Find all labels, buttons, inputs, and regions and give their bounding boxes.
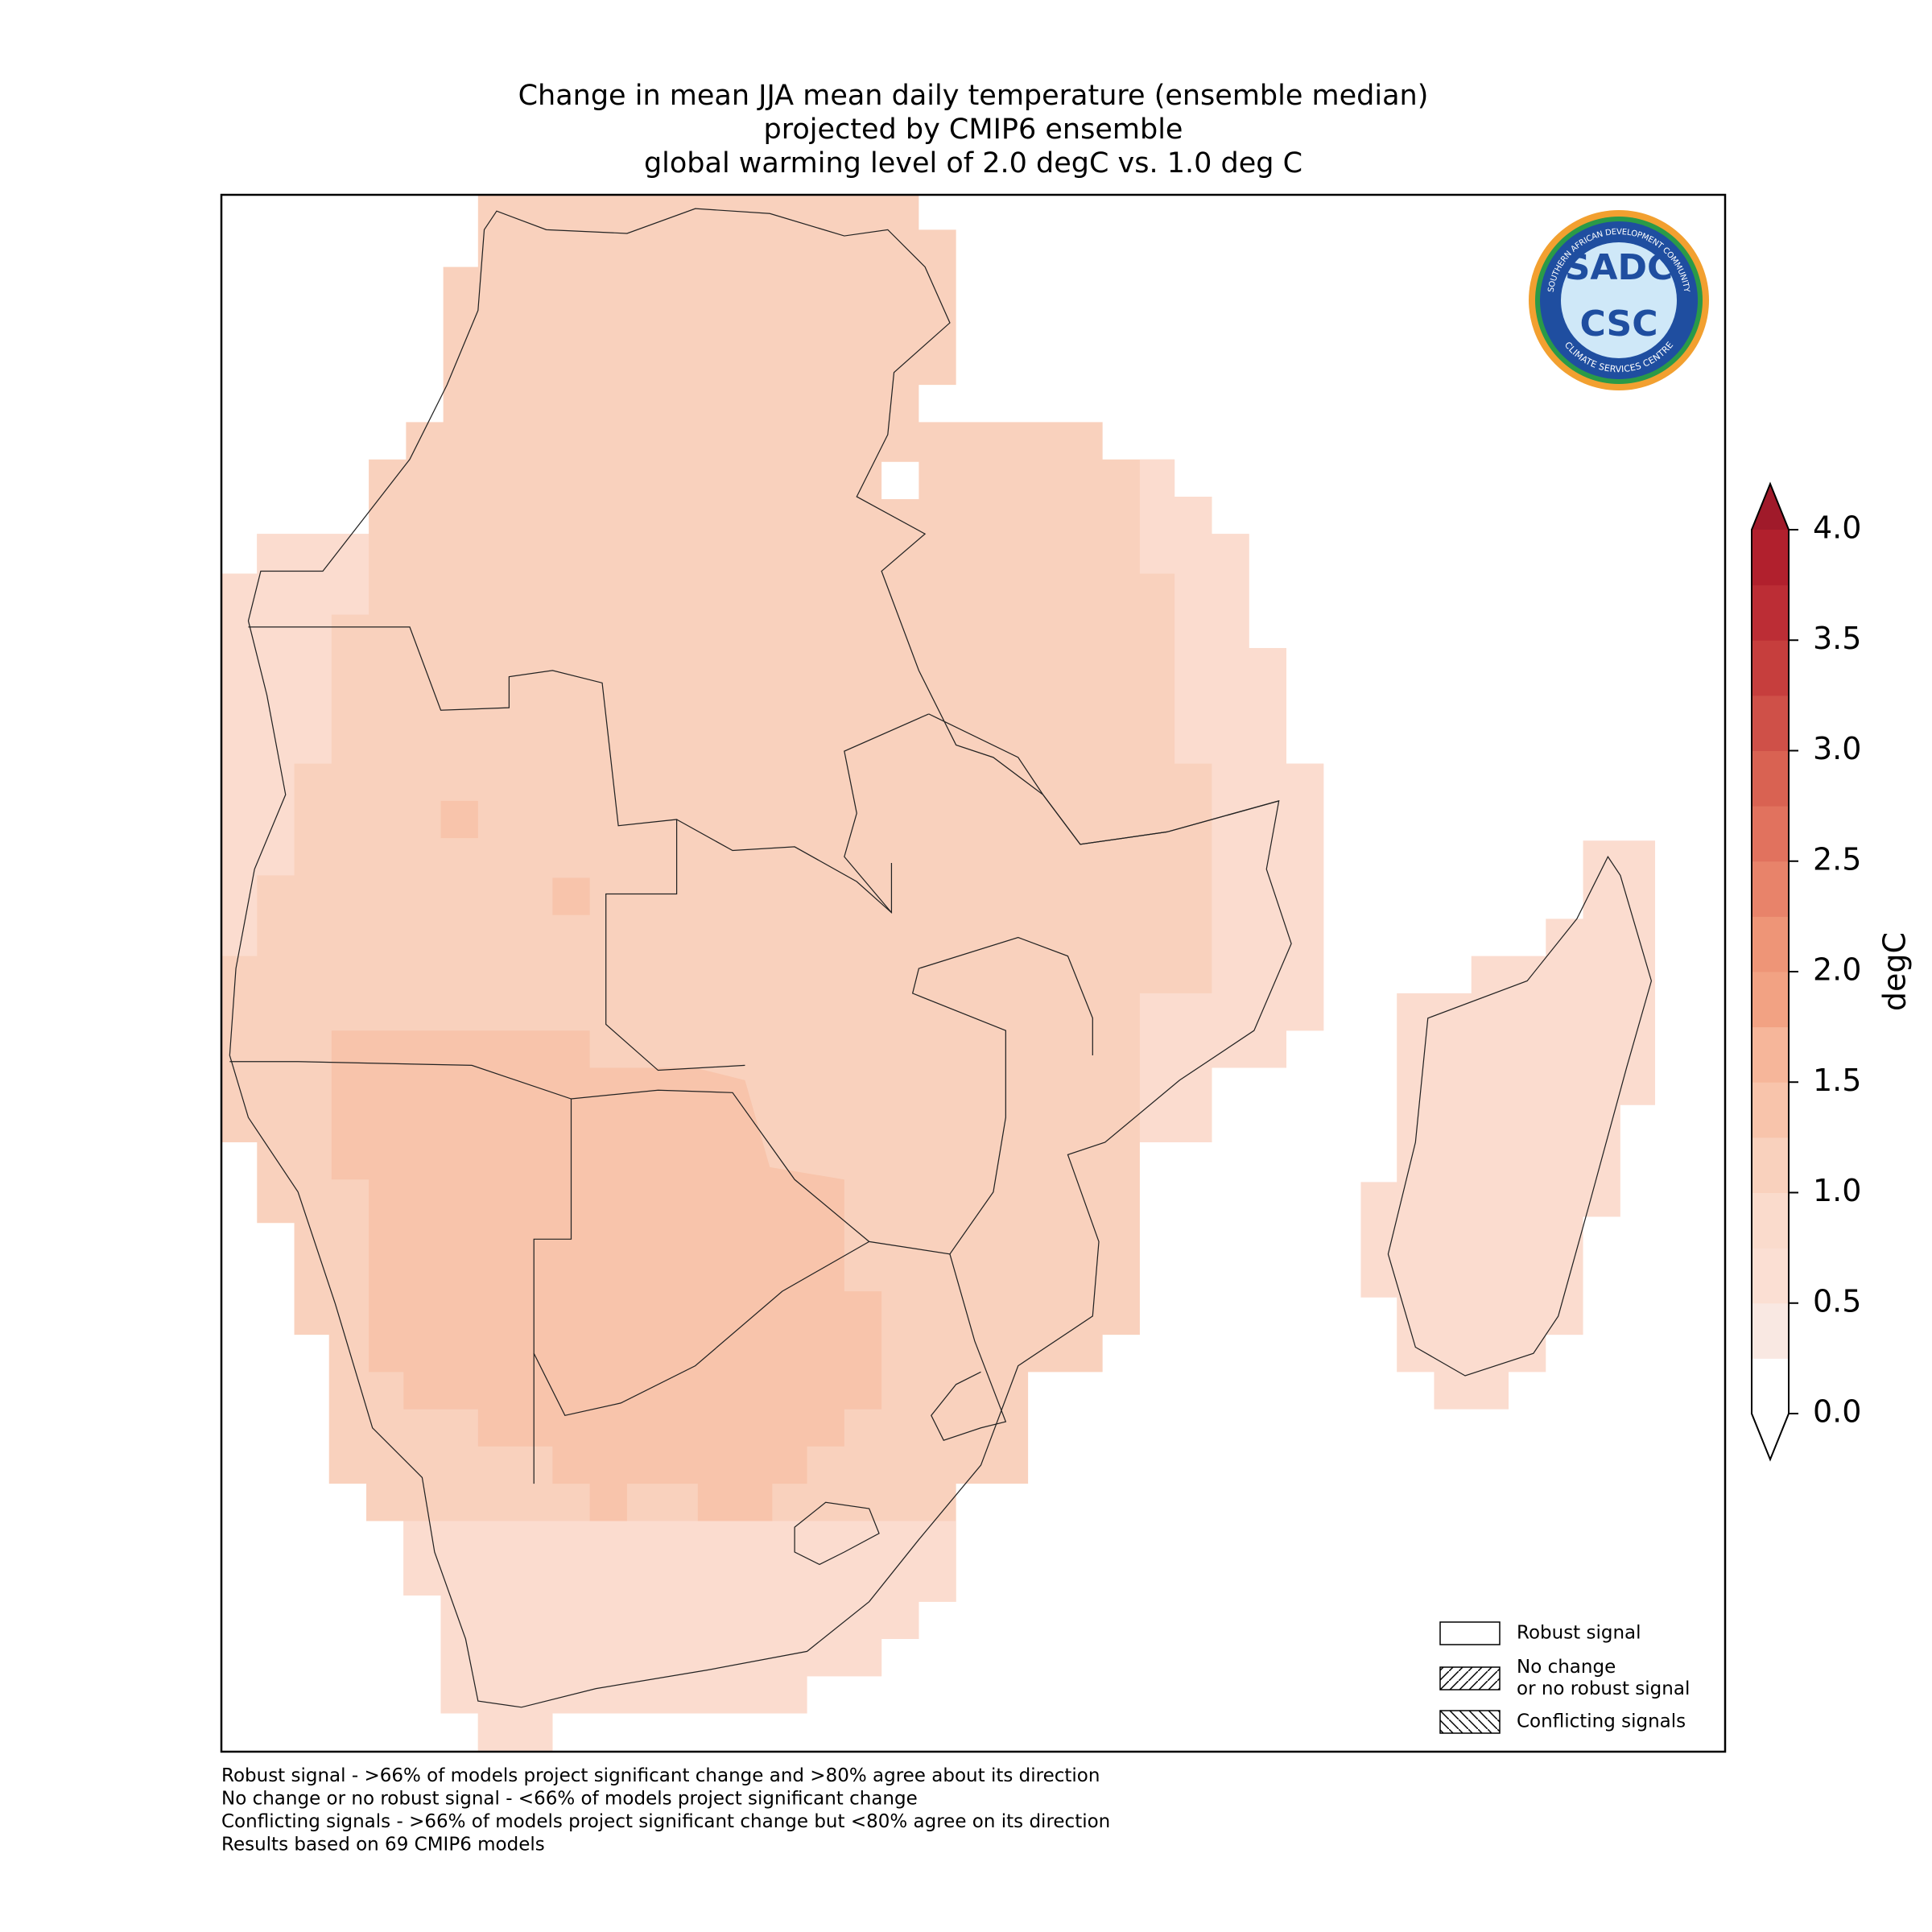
- map: [221, 195, 1656, 1751]
- legend-swatch: [1439, 1666, 1501, 1690]
- grid-fill-madagascar: [1360, 840, 1656, 1410]
- colorbar-segment: [1752, 1137, 1789, 1193]
- colorbar-segment: [1752, 1302, 1789, 1359]
- colorbar-extend-max: [1752, 484, 1789, 530]
- title-line: projected by CMIP6 ensemble: [764, 114, 1183, 146]
- legend-label: or no robust signal: [1517, 1678, 1690, 1699]
- colorbar-segment: [1752, 584, 1789, 641]
- grid-cell: [440, 800, 478, 839]
- colorbar: 0.0 0.5 1.0 1.5 2.0 2.5 3.0 3.5 4.0 degC: [1751, 481, 1913, 1462]
- colorbar-segment: [1752, 530, 1789, 586]
- colorbar-segment: [1752, 1082, 1789, 1138]
- footnote: Robust signal - >66% of models project s…: [221, 1765, 1100, 1786]
- colorbar-segment: [1752, 972, 1789, 1028]
- legend-label: Conflicting signals: [1517, 1711, 1686, 1732]
- colorbar-segment: [1752, 806, 1789, 862]
- colorbar-segment: [1752, 916, 1789, 972]
- colorbar-segment: [1752, 640, 1789, 696]
- grid-cell: [552, 877, 590, 915]
- footnote: No change or no robust signal - <66% of …: [221, 1789, 918, 1810]
- logo-text: CSC: [1579, 303, 1657, 345]
- colorbar-segment: [1752, 1026, 1789, 1083]
- legend-swatch: [1439, 1710, 1501, 1734]
- colorbar-extend-min: [1752, 1414, 1789, 1459]
- legend-label: No change: [1517, 1657, 1616, 1678]
- footnote: Conflicting signals - >66% of models pro…: [221, 1811, 1110, 1832]
- colorbar-segment: [1752, 695, 1789, 751]
- colorbar-tick-label: 1.0: [1813, 1173, 1861, 1208]
- colorbar-label: degC: [1877, 932, 1913, 1011]
- title: Change in mean JJA mean daily temperatur…: [518, 80, 1429, 180]
- colorbar-tick-label: 0.0: [1813, 1394, 1861, 1430]
- legend-label: Robust signal: [1517, 1623, 1641, 1644]
- colorbar-segment: [1752, 1358, 1789, 1414]
- grid-fill-coast: [221, 534, 369, 956]
- grid-gap: [881, 461, 919, 500]
- logo-center: [1561, 242, 1677, 358]
- grid-fill-east: [1139, 459, 1324, 1143]
- map-frame: [220, 193, 1727, 1753]
- colorbar-segment: [1752, 1192, 1789, 1249]
- colorbar-segment: [1752, 750, 1789, 807]
- colorbar-tick-label: 4.0: [1813, 510, 1861, 546]
- grid-fill-south: [403, 1521, 956, 1751]
- colorbar-tick-label: 1.5: [1813, 1063, 1861, 1098]
- title-line: global warming level of 2.0 degC vs. 1.0…: [644, 147, 1302, 180]
- coastline: [229, 208, 1653, 1708]
- footnote: Results based on 69 CMIP6 models: [221, 1835, 545, 1856]
- grid-fill-warm: [331, 1030, 882, 1521]
- logo: SADC CSC SOUTHERN AFRICAN DEVELOPMENT CO…: [1529, 210, 1709, 390]
- colorbar-tick-label: 3.0: [1813, 731, 1861, 766]
- colorbar-tick-label: 2.5: [1813, 841, 1861, 877]
- colorbar-tick-label: 3.5: [1813, 621, 1861, 656]
- colorbar-segment: [1752, 861, 1789, 917]
- colorbar-tick-label: 0.5: [1813, 1283, 1861, 1319]
- logo-text: SADC: [1565, 247, 1674, 288]
- legend-swatch: [1439, 1621, 1501, 1645]
- colorbar-segment: [1752, 1248, 1789, 1304]
- title-line: Change in mean JJA mean daily temperatur…: [518, 80, 1429, 112]
- footnotes: Robust signal - >66% of models project s…: [221, 1765, 1110, 1856]
- colorbar-tick-label: 2.0: [1813, 952, 1861, 988]
